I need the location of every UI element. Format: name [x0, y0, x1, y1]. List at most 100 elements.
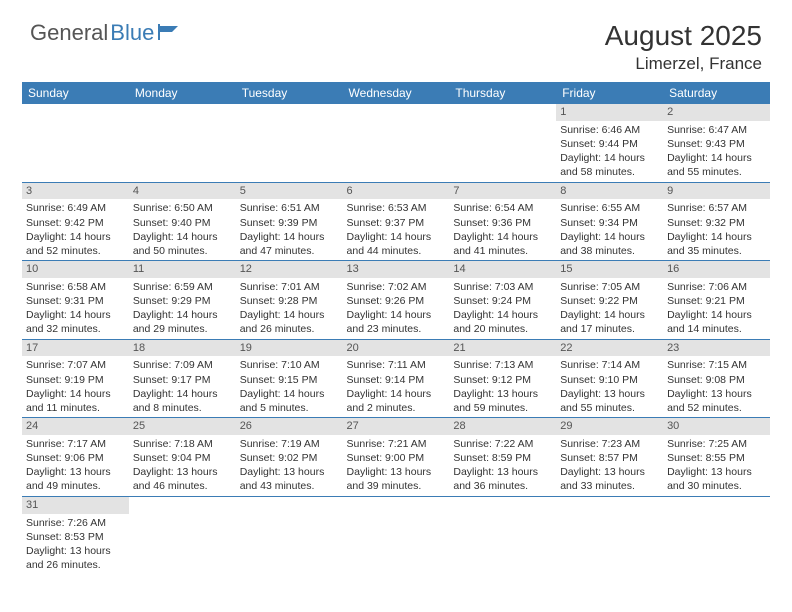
sunrise-text: Sunrise: 7:11 AM	[347, 358, 446, 372]
sunset-text: Sunset: 8:55 PM	[667, 451, 766, 465]
day-number: 2	[663, 104, 770, 121]
day-number: 25	[129, 418, 236, 435]
sunrise-text: Sunrise: 6:54 AM	[453, 201, 552, 215]
calendar-empty	[449, 496, 556, 574]
sunset-text: Sunset: 9:26 PM	[347, 294, 446, 308]
sunrise-text: Sunrise: 7:07 AM	[26, 358, 125, 372]
day-details: Sunrise: 7:07 AMSunset: 9:19 PMDaylight:…	[22, 356, 129, 417]
sunrise-text: Sunrise: 7:15 AM	[667, 358, 766, 372]
calendar-empty	[129, 496, 236, 574]
calendar-day: 28Sunrise: 7:22 AMSunset: 8:59 PMDayligh…	[449, 418, 556, 497]
day-number: 12	[236, 261, 343, 278]
day-number: 23	[663, 340, 770, 357]
sunrise-text: Sunrise: 7:06 AM	[667, 280, 766, 294]
calendar-day: 16Sunrise: 7:06 AMSunset: 9:21 PMDayligh…	[663, 261, 770, 340]
day-details: Sunrise: 7:03 AMSunset: 9:24 PMDaylight:…	[449, 278, 556, 339]
day-details: Sunrise: 7:17 AMSunset: 9:06 PMDaylight:…	[22, 435, 129, 496]
day-details: Sunrise: 6:49 AMSunset: 9:42 PMDaylight:…	[22, 199, 129, 260]
sunrise-text: Sunrise: 7:13 AM	[453, 358, 552, 372]
sunrise-text: Sunrise: 7:21 AM	[347, 437, 446, 451]
sunrise-text: Sunrise: 6:46 AM	[560, 123, 659, 137]
calendar-empty	[449, 104, 556, 182]
calendar-empty	[343, 496, 450, 574]
day-header: Tuesday	[236, 82, 343, 104]
sunset-text: Sunset: 9:39 PM	[240, 216, 339, 230]
day-details: Sunrise: 6:59 AMSunset: 9:29 PMDaylight:…	[129, 278, 236, 339]
sunrise-text: Sunrise: 7:23 AM	[560, 437, 659, 451]
daylight-text: Daylight: 14 hours and 38 minutes.	[560, 230, 659, 258]
calendar-table: SundayMondayTuesdayWednesdayThursdayFrid…	[22, 82, 770, 574]
calendar-day: 12Sunrise: 7:01 AMSunset: 9:28 PMDayligh…	[236, 261, 343, 340]
day-details: Sunrise: 7:15 AMSunset: 9:08 PMDaylight:…	[663, 356, 770, 417]
sunset-text: Sunset: 9:14 PM	[347, 373, 446, 387]
daylight-text: Daylight: 13 hours and 33 minutes.	[560, 465, 659, 493]
day-details: Sunrise: 6:53 AMSunset: 9:37 PMDaylight:…	[343, 199, 450, 260]
day-details: Sunrise: 6:57 AMSunset: 9:32 PMDaylight:…	[663, 199, 770, 260]
day-number: 20	[343, 340, 450, 357]
day-number: 6	[343, 183, 450, 200]
daylight-text: Daylight: 14 hours and 32 minutes.	[26, 308, 125, 336]
location: Limerzel, France	[605, 54, 762, 74]
sunset-text: Sunset: 8:53 PM	[26, 530, 125, 544]
calendar-day: 22Sunrise: 7:14 AMSunset: 9:10 PMDayligh…	[556, 339, 663, 418]
calendar-day: 13Sunrise: 7:02 AMSunset: 9:26 PMDayligh…	[343, 261, 450, 340]
day-header: Sunday	[22, 82, 129, 104]
day-number: 29	[556, 418, 663, 435]
logo: GeneralBlue	[30, 20, 180, 46]
sunset-text: Sunset: 9:06 PM	[26, 451, 125, 465]
daylight-text: Daylight: 14 hours and 20 minutes.	[453, 308, 552, 336]
sunset-text: Sunset: 9:19 PM	[26, 373, 125, 387]
day-details: Sunrise: 7:22 AMSunset: 8:59 PMDaylight:…	[449, 435, 556, 496]
day-number: 28	[449, 418, 556, 435]
sunrise-text: Sunrise: 6:53 AM	[347, 201, 446, 215]
day-details: Sunrise: 6:55 AMSunset: 9:34 PMDaylight:…	[556, 199, 663, 260]
day-header: Friday	[556, 82, 663, 104]
sunset-text: Sunset: 9:31 PM	[26, 294, 125, 308]
sunset-text: Sunset: 9:24 PM	[453, 294, 552, 308]
sunrise-text: Sunrise: 6:58 AM	[26, 280, 125, 294]
sunrise-text: Sunrise: 6:50 AM	[133, 201, 232, 215]
day-number: 15	[556, 261, 663, 278]
calendar-week: 24Sunrise: 7:17 AMSunset: 9:06 PMDayligh…	[22, 418, 770, 497]
calendar-day: 9Sunrise: 6:57 AMSunset: 9:32 PMDaylight…	[663, 182, 770, 261]
sunrise-text: Sunrise: 7:22 AM	[453, 437, 552, 451]
day-details: Sunrise: 6:46 AMSunset: 9:44 PMDaylight:…	[556, 121, 663, 182]
sunset-text: Sunset: 9:34 PM	[560, 216, 659, 230]
daylight-text: Daylight: 14 hours and 41 minutes.	[453, 230, 552, 258]
sunrise-text: Sunrise: 6:57 AM	[667, 201, 766, 215]
calendar-day: 25Sunrise: 7:18 AMSunset: 9:04 PMDayligh…	[129, 418, 236, 497]
calendar-day: 3Sunrise: 6:49 AMSunset: 9:42 PMDaylight…	[22, 182, 129, 261]
sunset-text: Sunset: 8:57 PM	[560, 451, 659, 465]
sunset-text: Sunset: 8:59 PM	[453, 451, 552, 465]
calendar-day: 19Sunrise: 7:10 AMSunset: 9:15 PMDayligh…	[236, 339, 343, 418]
day-number: 5	[236, 183, 343, 200]
calendar-day: 23Sunrise: 7:15 AMSunset: 9:08 PMDayligh…	[663, 339, 770, 418]
sunrise-text: Sunrise: 7:26 AM	[26, 516, 125, 530]
day-details: Sunrise: 7:14 AMSunset: 9:10 PMDaylight:…	[556, 356, 663, 417]
day-details: Sunrise: 7:23 AMSunset: 8:57 PMDaylight:…	[556, 435, 663, 496]
day-details: Sunrise: 7:18 AMSunset: 9:04 PMDaylight:…	[129, 435, 236, 496]
calendar-day: 7Sunrise: 6:54 AMSunset: 9:36 PMDaylight…	[449, 182, 556, 261]
calendar-week: 31Sunrise: 7:26 AMSunset: 8:53 PMDayligh…	[22, 496, 770, 574]
day-number: 22	[556, 340, 663, 357]
calendar-empty	[129, 104, 236, 182]
sunset-text: Sunset: 9:04 PM	[133, 451, 232, 465]
day-details: Sunrise: 7:09 AMSunset: 9:17 PMDaylight:…	[129, 356, 236, 417]
calendar-empty	[556, 496, 663, 574]
sunset-text: Sunset: 9:21 PM	[667, 294, 766, 308]
sunset-text: Sunset: 9:28 PM	[240, 294, 339, 308]
daylight-text: Daylight: 14 hours and 29 minutes.	[133, 308, 232, 336]
calendar-header-row: SundayMondayTuesdayWednesdayThursdayFrid…	[22, 82, 770, 104]
sunrise-text: Sunrise: 7:10 AM	[240, 358, 339, 372]
calendar-day: 4Sunrise: 6:50 AMSunset: 9:40 PMDaylight…	[129, 182, 236, 261]
daylight-text: Daylight: 14 hours and 58 minutes.	[560, 151, 659, 179]
day-details: Sunrise: 7:10 AMSunset: 9:15 PMDaylight:…	[236, 356, 343, 417]
day-number: 19	[236, 340, 343, 357]
day-number: 21	[449, 340, 556, 357]
day-number: 4	[129, 183, 236, 200]
day-details: Sunrise: 7:01 AMSunset: 9:28 PMDaylight:…	[236, 278, 343, 339]
sunset-text: Sunset: 9:08 PM	[667, 373, 766, 387]
day-details: Sunrise: 7:13 AMSunset: 9:12 PMDaylight:…	[449, 356, 556, 417]
sunset-text: Sunset: 9:37 PM	[347, 216, 446, 230]
calendar-body: 1Sunrise: 6:46 AMSunset: 9:44 PMDaylight…	[22, 104, 770, 574]
